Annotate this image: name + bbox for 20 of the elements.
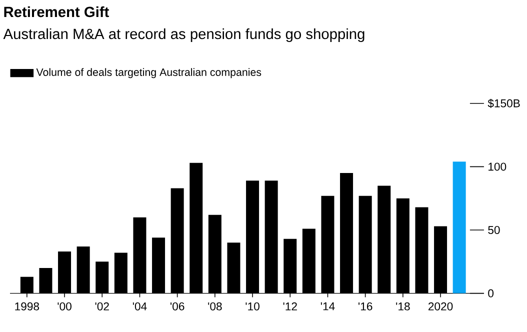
- chart-title: Retirement Gift: [4, 6, 110, 18]
- x-tick-label: '06: [170, 302, 184, 310]
- x-tick-label: 2020: [428, 302, 453, 310]
- x-tick-label: '16: [358, 302, 372, 310]
- x-tick-label: '14: [320, 302, 335, 310]
- x-tick-label: '18: [396, 302, 410, 310]
- x-tick-label: '02: [95, 302, 109, 310]
- y-tick-label: $150B: [488, 98, 520, 108]
- legend-label: Volume of deals targeting Australian companies: [36, 68, 262, 78]
- x-tick-label: '12: [283, 302, 297, 310]
- y-tick-label: 50: [488, 226, 500, 234]
- chart-subtitle: Australian M&A at record as pension funds go shopping: [3, 28, 364, 42]
- x-tick-label: '04: [132, 302, 147, 310]
- x-tick-label: '08: [208, 302, 222, 310]
- y-tick-label: 0: [488, 289, 494, 298]
- y-tick-label: 100: [488, 162, 506, 171]
- x-tick-label: '10: [246, 302, 260, 310]
- x-tick-label: '00: [58, 302, 72, 310]
- x-tick-label: 1998: [15, 302, 40, 310]
- bar: [452, 162, 466, 294]
